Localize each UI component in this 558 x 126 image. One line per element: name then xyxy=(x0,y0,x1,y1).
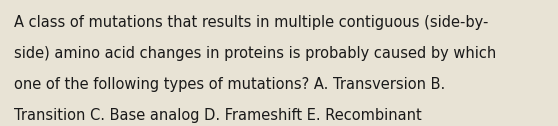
Text: Transition C. Base analog D. Frameshift E. Recombinant: Transition C. Base analog D. Frameshift … xyxy=(14,108,422,123)
Text: one of the following types of mutations? A. Transversion B.: one of the following types of mutations?… xyxy=(14,77,445,92)
Text: A class of mutations that results in multiple contiguous (side-by-: A class of mutations that results in mul… xyxy=(14,15,488,30)
Text: side) amino acid changes in proteins is probably caused by which: side) amino acid changes in proteins is … xyxy=(14,46,496,61)
